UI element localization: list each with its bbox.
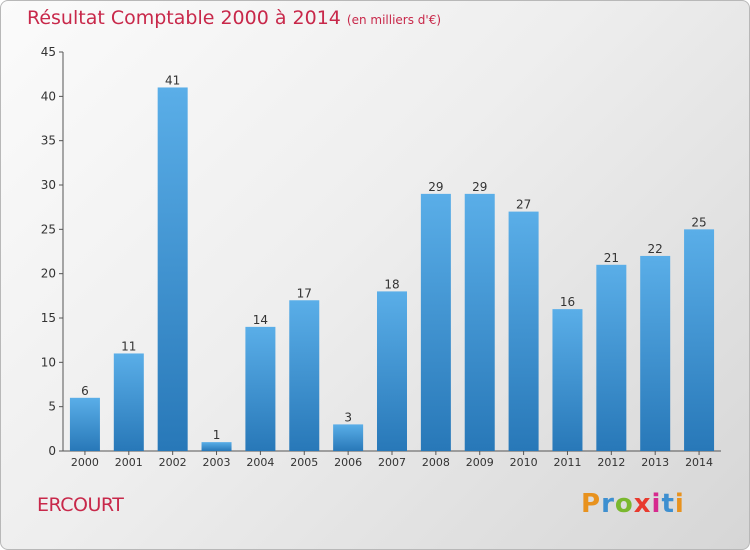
y-tick-label: 35 bbox=[41, 134, 56, 148]
logo-letter: o bbox=[614, 489, 634, 519]
data-label: 6 bbox=[81, 384, 89, 398]
bar bbox=[464, 193, 495, 451]
chart-subtitle: (en milliers d'€) bbox=[346, 13, 442, 27]
bar bbox=[289, 300, 320, 451]
data-label: 25 bbox=[691, 215, 706, 229]
x-tick-label: 2005 bbox=[290, 456, 318, 469]
commune-name: ERCOURT bbox=[37, 494, 124, 516]
proxiti-logo: Proxiti bbox=[581, 489, 685, 519]
bar bbox=[69, 397, 100, 451]
bar bbox=[420, 193, 451, 451]
x-tick-label: 2003 bbox=[203, 456, 231, 469]
x-tick-label: 2001 bbox=[115, 456, 143, 469]
bar bbox=[157, 87, 188, 451]
bar bbox=[201, 442, 232, 451]
data-label: 27 bbox=[516, 198, 531, 212]
x-tick-label: 2011 bbox=[553, 456, 581, 469]
chart-title-main: Résultat Comptable 2000 à 2014 bbox=[27, 7, 341, 29]
y-tick-label: 20 bbox=[41, 267, 56, 281]
bar bbox=[333, 424, 364, 451]
y-tick-label: 0 bbox=[48, 444, 56, 458]
x-tick-label: 2012 bbox=[597, 456, 625, 469]
logo-letter: P bbox=[581, 489, 602, 519]
data-label: 29 bbox=[428, 180, 443, 194]
y-tick-label: 45 bbox=[41, 45, 56, 59]
x-tick-label: 2013 bbox=[641, 456, 669, 469]
data-label: 16 bbox=[560, 295, 575, 309]
y-tick-label: 25 bbox=[41, 222, 56, 236]
logo-letter: i bbox=[651, 489, 662, 519]
x-tick-label: 2006 bbox=[334, 456, 362, 469]
data-label: 11 bbox=[121, 339, 136, 353]
y-tick-label: 15 bbox=[41, 311, 56, 325]
chart-bars: 6 11 41 1 14 17 3 18 29 29 27 16 21 22 25 bbox=[69, 73, 715, 451]
x-tick-label: 2014 bbox=[685, 456, 713, 469]
logo-letter: r bbox=[601, 489, 615, 519]
x-tick-label: 2002 bbox=[159, 456, 187, 469]
data-label: 17 bbox=[297, 286, 312, 300]
bar bbox=[684, 229, 715, 451]
y-tick-label: 10 bbox=[41, 355, 56, 369]
y-tick-label: 30 bbox=[41, 178, 56, 192]
bar bbox=[377, 291, 407, 451]
data-label: 29 bbox=[472, 180, 487, 194]
x-tick-label: 2007 bbox=[378, 456, 406, 469]
chart-title: Résultat Comptable 2000 à 2014 (en millie… bbox=[27, 7, 441, 29]
data-label: 21 bbox=[604, 251, 619, 265]
data-label: 1 bbox=[213, 428, 221, 442]
bar bbox=[113, 353, 144, 451]
bar bbox=[508, 211, 539, 451]
bar bbox=[640, 255, 671, 451]
bar bbox=[596, 264, 627, 451]
data-label: 22 bbox=[648, 242, 663, 256]
bar bbox=[245, 326, 276, 451]
logo-letter: t bbox=[661, 489, 675, 519]
data-label: 3 bbox=[344, 410, 352, 424]
y-tick-label: 5 bbox=[48, 400, 56, 414]
data-label: 41 bbox=[165, 73, 180, 87]
bar bbox=[552, 309, 583, 451]
y-tick-label: 40 bbox=[41, 89, 56, 103]
x-tick-label: 2008 bbox=[422, 456, 450, 469]
data-label: 18 bbox=[384, 277, 399, 291]
x-tick-label: 2010 bbox=[510, 456, 538, 469]
data-label: 14 bbox=[253, 313, 268, 327]
x-tick-label: 2000 bbox=[71, 456, 99, 469]
logo-letter: x bbox=[633, 489, 652, 519]
logo-letter: i bbox=[674, 489, 685, 519]
x-tick-label: 2009 bbox=[466, 456, 494, 469]
x-tick-label: 2004 bbox=[246, 456, 274, 469]
